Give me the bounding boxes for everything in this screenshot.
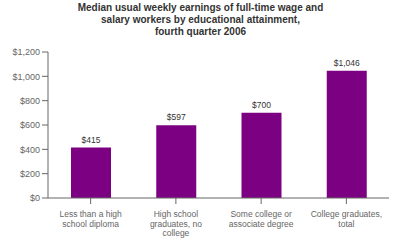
svg-text:$597: $597 <box>167 112 186 122</box>
svg-text:$200: $200 <box>20 169 40 179</box>
svg-text:$1,000: $1,000 <box>12 72 40 82</box>
svg-text:$400: $400 <box>20 145 40 155</box>
svg-text:College graduates,total: College graduates,total <box>311 209 382 229</box>
svg-text:$1,046: $1,046 <box>334 58 360 68</box>
svg-text:Less than a highschool diploma: Less than a highschool diploma <box>59 209 122 229</box>
svg-text:Some college orassociate degre: Some college orassociate degree <box>229 209 294 229</box>
svg-text:$415: $415 <box>82 135 101 145</box>
html-text:fourth quarter 2006: fourth quarter 2006 <box>154 26 247 37</box>
svg-text:$600: $600 <box>20 120 40 130</box>
html-text:salary workers by educational: salary workers by educational attainment… <box>101 14 300 25</box>
svg-text:High schoolgraduates, nocolleg: High schoolgraduates, nocollege <box>150 209 202 238</box>
html-text:Median usual weekly earnings o: Median usual weekly earnings of full-tim… <box>77 2 324 13</box>
svg-text:$1,200: $1,200 <box>12 47 40 57</box>
svg-text:$700: $700 <box>252 100 271 110</box>
svg-text:$0: $0 <box>30 193 40 203</box>
svg-text:$800: $800 <box>20 96 40 106</box>
